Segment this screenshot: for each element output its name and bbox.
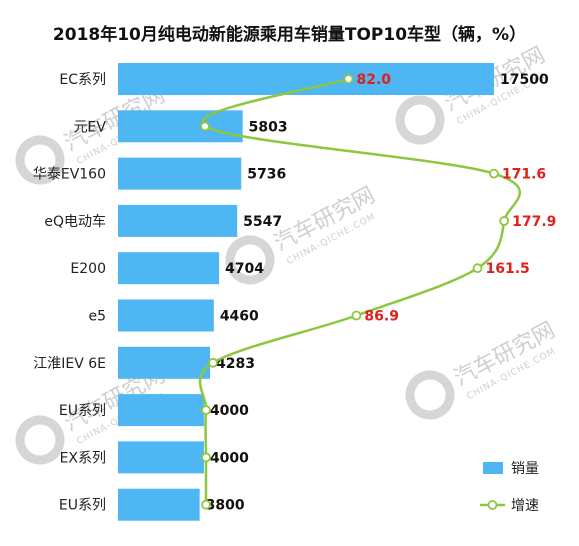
bar <box>118 299 214 332</box>
legend-swatch-bar <box>483 462 503 474</box>
bar <box>118 204 238 237</box>
bar-group <box>118 63 494 521</box>
legend-swatch-marker <box>487 500 498 510</box>
watermark-logo-icon <box>15 135 65 185</box>
bar <box>118 252 220 285</box>
bar <box>118 394 204 427</box>
growth-value-label: 82.0 <box>356 72 391 88</box>
bar-value-label: 4704 <box>225 261 264 277</box>
category-label: EU系列 <box>59 498 106 514</box>
chart-title: 2018年10月纯电动新能源乘用车销量TOP10车型（辆，%） <box>52 25 527 45</box>
watermark-logo-icon <box>405 370 455 420</box>
value-labels: 17500 5803 5736 5547 4704 4460 4283 4000 4000 380… <box>206 72 549 514</box>
growth-value-label: 161.5 <box>486 261 530 277</box>
category-label: E200 <box>70 261 106 277</box>
bar <box>118 441 204 474</box>
growth-point <box>201 405 211 416</box>
growth-point <box>351 310 362 321</box>
bar-value-label: 5736 <box>247 167 286 183</box>
growth-point <box>208 357 218 368</box>
growth-point <box>200 121 210 132</box>
growth-value-label: 171.6 <box>502 167 546 183</box>
bar-value-label: 4000 <box>210 403 249 419</box>
category-label: eQ电动车 <box>44 213 106 230</box>
bar <box>118 488 200 521</box>
bar-value-label: 17500 <box>500 72 549 88</box>
growth-labels: 82.0 171.6 177.9 161.5 86.9 <box>356 72 556 325</box>
bar-value-label: 5547 <box>243 214 282 230</box>
bar <box>118 110 243 143</box>
bar <box>118 346 211 379</box>
category-label: e5 <box>88 309 106 325</box>
legend-label: 增速 <box>511 498 539 514</box>
watermark-logo-icon <box>395 95 445 145</box>
category-label: 华泰EV160 <box>33 167 106 183</box>
growth-point <box>489 168 499 179</box>
category-label: EX系列 <box>60 450 106 466</box>
growth-line <box>198 77 521 505</box>
growth-point <box>343 74 354 84</box>
growth-point <box>472 263 483 274</box>
bar <box>118 157 242 190</box>
bar-value-label: 5803 <box>249 119 288 135</box>
watermark-logo-icon <box>15 415 65 465</box>
growth-point <box>201 452 211 463</box>
category-label: EU系列 <box>59 403 106 419</box>
growth-line-group <box>198 74 521 510</box>
growth-point <box>499 215 510 226</box>
category-label: EC系列 <box>59 72 106 88</box>
legend-item-growth: 增速 <box>480 498 539 514</box>
legend-label: 销量 <box>511 461 539 477</box>
growth-value-label: 86.9 <box>364 309 399 325</box>
watermark-logo-icon <box>225 235 275 285</box>
bar-value-label: 4283 <box>216 356 255 372</box>
bar-value-label: 4000 <box>210 450 249 466</box>
category-label: 江淮IEV 6E <box>33 356 106 372</box>
growth-point <box>201 499 211 510</box>
growth-value-label: 177.9 <box>512 214 556 230</box>
legend-item-sales: 销量 <box>483 461 539 477</box>
bar-value-label: 4460 <box>220 309 259 325</box>
category-label: 元EV <box>74 119 107 135</box>
bar-value-label: 3800 <box>206 498 245 514</box>
